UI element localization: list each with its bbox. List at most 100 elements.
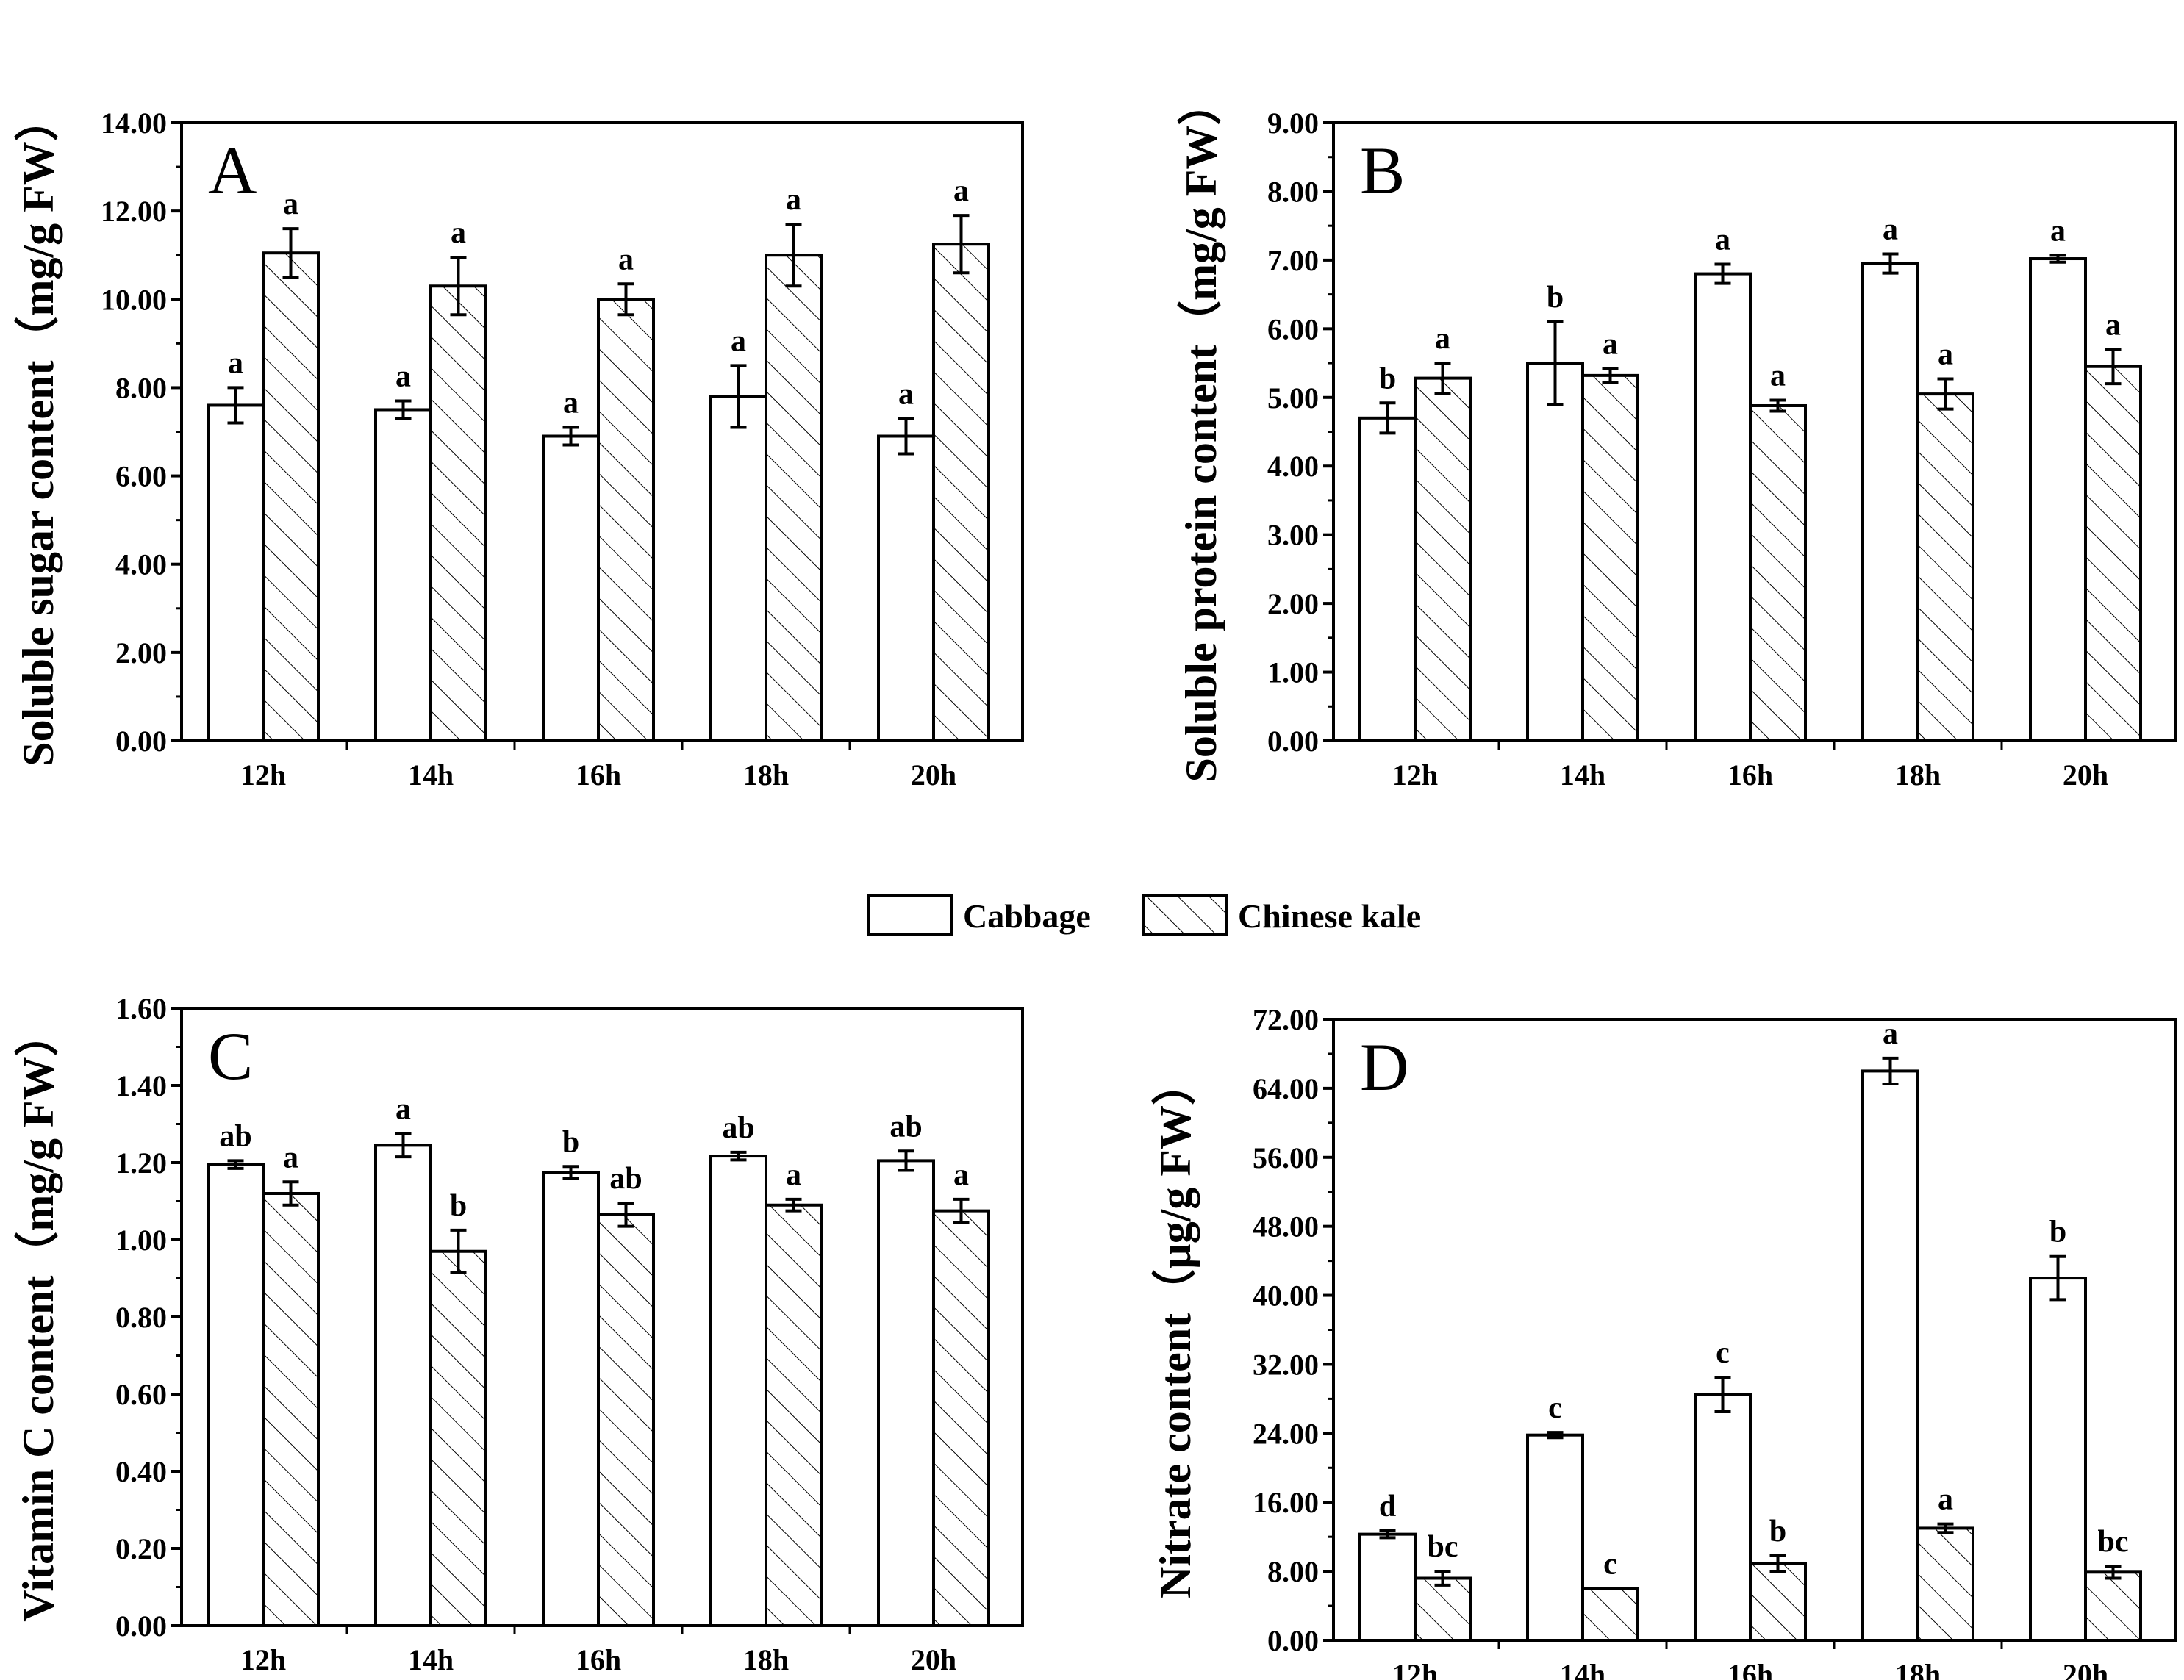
- y-tick-label: 32.00: [1253, 1348, 1319, 1381]
- significance-label-cabbage: a: [395, 359, 411, 393]
- x-tick-label: 14h: [1560, 758, 1605, 791]
- bar-chinese-kale: [1749, 403, 1807, 742]
- bar-chinese-kale: [429, 284, 487, 742]
- y-axis-title: Soluble sugar content（mg/g FW）: [13, 97, 62, 767]
- bar-cabbage: [207, 1163, 265, 1627]
- x-tick-label: 12h: [1392, 1658, 1438, 1680]
- bar-chinese-kale: [1414, 1576, 1472, 1642]
- significance-label-cabbage: b: [2049, 1216, 2066, 1249]
- bar-chinese-kale: [1916, 392, 1974, 742]
- legend-swatch-chinese-kale: [1142, 894, 1228, 936]
- panel-letter: A: [208, 133, 257, 208]
- y-tick-label: 14.00: [101, 107, 167, 140]
- bar-chinese-kale: [1414, 376, 1472, 742]
- y-tick-label: 40.00: [1253, 1279, 1319, 1313]
- panel-letter: C: [208, 1019, 253, 1094]
- y-tick-label: 1.40: [115, 1069, 167, 1102]
- bar-cabbage: [542, 1171, 600, 1627]
- panel-letter: D: [1360, 1030, 1408, 1105]
- bar-cabbage: [709, 395, 767, 742]
- y-tick-label: 3.00: [1267, 519, 1319, 552]
- significance-label-chinese-kale: a: [618, 243, 634, 276]
- y-tick-label: 0.20: [115, 1532, 167, 1565]
- bar-chinese-kale: [1916, 1526, 1974, 1643]
- y-tick-label: 6.00: [1267, 312, 1319, 345]
- bar-cabbage: [1526, 1433, 1584, 1642]
- y-tick-label: 48.00: [1253, 1210, 1319, 1243]
- significance-label-cabbage: b: [1379, 362, 1396, 395]
- significance-label-chinese-kale: a: [1435, 322, 1450, 356]
- y-tick-label: 0.60: [115, 1378, 167, 1411]
- x-tick-label: 16h: [1727, 1658, 1773, 1680]
- significance-label-cabbage: c: [1548, 1391, 1562, 1425]
- x-tick-label: 14h: [408, 758, 454, 791]
- x-tick-label: 16h: [576, 1643, 621, 1676]
- y-tick-label: 0.40: [115, 1455, 167, 1488]
- significance-label-cabbage: a: [731, 324, 746, 358]
- y-tick-label: 2.00: [115, 636, 167, 670]
- significance-label-chinese-kale: b: [450, 1189, 467, 1223]
- bar-chinese-kale: [1749, 1562, 1807, 1642]
- bar-chinese-kale: [262, 251, 320, 743]
- y-axis-title: Soluble protein content（mg/g FW）: [1176, 82, 1225, 783]
- bar-cabbage: [1694, 272, 1752, 743]
- significance-label-cabbage: d: [1379, 1490, 1396, 1523]
- bar-cabbage: [542, 434, 600, 742]
- y-tick-label: 6.00: [115, 460, 167, 493]
- legend-label-cabbage: Cabbage: [963, 897, 1091, 935]
- significance-label-cabbage: a: [2050, 214, 2066, 248]
- y-tick-label: 7.00: [1267, 244, 1319, 277]
- x-tick-label: 20h: [911, 1643, 956, 1676]
- y-tick-label: 2.00: [1267, 587, 1319, 620]
- y-tick-label: 1.20: [115, 1146, 167, 1180]
- y-tick-label: 0.00: [115, 1609, 167, 1643]
- significance-label-cabbage: b: [1547, 281, 1564, 315]
- panel-d: 0.00 8.00 16.00 24.00 32.00 40.00 48.00 56.00 64…: [1150, 1003, 2177, 1680]
- significance-label-cabbage: a: [1883, 212, 1898, 246]
- y-tick-label: 24.00: [1253, 1417, 1319, 1450]
- bar-chinese-kale: [1581, 373, 1639, 742]
- bar-cabbage: [1526, 362, 1584, 742]
- x-tick-label: 12h: [1392, 758, 1438, 791]
- x-tick-label: 18h: [743, 758, 789, 791]
- x-tick-label: 12h: [240, 1643, 286, 1676]
- bar-cabbage: [709, 1155, 767, 1627]
- y-tick-label: 1.00: [115, 1224, 167, 1257]
- significance-label-cabbage: ab: [219, 1119, 251, 1153]
- y-tick-label: 0.00: [1267, 1624, 1319, 1657]
- x-tick-label: 16h: [1727, 758, 1773, 791]
- bar-cabbage: [1861, 1069, 1919, 1642]
- panel-c: 0.00 0.20 0.40 0.60 0.80 1.00 1.20 1.40 1.60 Vita…: [13, 992, 1024, 1676]
- bar-cabbage: [1694, 1393, 1752, 1643]
- x-tick-label: 14h: [408, 1643, 454, 1676]
- significance-label-chinese-kale: a: [1938, 1483, 1953, 1517]
- bar-chinese-kale: [1581, 1587, 1639, 1642]
- y-tick-label: 0.00: [1267, 725, 1319, 758]
- significance-label-chinese-kale: a: [283, 1141, 298, 1174]
- x-tick-label: 20h: [2063, 1658, 2108, 1680]
- y-tick-label: 72.00: [1253, 1003, 1319, 1036]
- bar-cabbage: [374, 1144, 432, 1627]
- y-tick-label: 10.00: [101, 283, 167, 316]
- significance-label-chinese-kale: a: [1603, 328, 1618, 362]
- significance-label-chinese-kale: a: [451, 216, 466, 250]
- significance-label-chinese-kale: a: [786, 1158, 801, 1192]
- y-tick-label: 0.00: [115, 725, 167, 758]
- y-tick-label: 12.00: [101, 195, 167, 228]
- panel-letter: B: [1360, 133, 1405, 208]
- bar-cabbage: [1861, 262, 1919, 742]
- x-tick-label: 18h: [1895, 1658, 1941, 1680]
- y-tick-label: 9.00: [1267, 107, 1319, 140]
- bar-chinese-kale: [2084, 1570, 2142, 1642]
- x-tick-label: 20h: [911, 758, 956, 791]
- significance-label-cabbage: a: [1883, 1017, 1898, 1051]
- y-tick-label: 8.00: [115, 371, 167, 404]
- x-tick-label: 12h: [240, 758, 286, 791]
- y-tick-label: 4.00: [115, 548, 167, 581]
- significance-label-chinese-kale: b: [1769, 1515, 1786, 1548]
- y-tick-label: 64.00: [1253, 1072, 1319, 1105]
- significance-label-chinese-kale: a: [1770, 359, 1786, 393]
- significance-label-cabbage: a: [395, 1093, 411, 1127]
- legend-label-chinese-kale: Chinese kale: [1238, 897, 1421, 935]
